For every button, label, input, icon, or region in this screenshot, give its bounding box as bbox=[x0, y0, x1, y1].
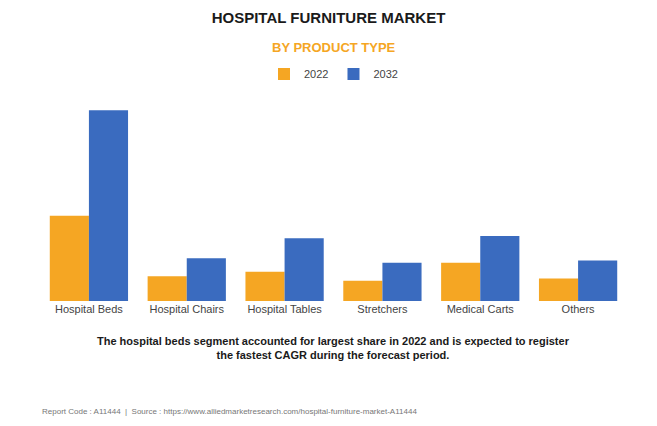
svg-text:Medical Carts: Medical Carts bbox=[447, 303, 515, 315]
svg-text:Report Code : A11444 | Sourc: Report Code : A11444 | Source : https://… bbox=[42, 407, 417, 416]
svg-text:The hospital beds segment acco: The hospital beds segment accounted for … bbox=[97, 335, 570, 361]
svg-text:Hospital Chairs: Hospital Chairs bbox=[149, 303, 224, 315]
svg-text:HOSPITAL FURNITURE MARKET: HOSPITAL FURNITURE MARKET bbox=[212, 9, 446, 26]
svg-text:Hospital Beds: Hospital Beds bbox=[55, 303, 123, 315]
svg-text:Stretchers: Stretchers bbox=[357, 303, 408, 315]
svg-text:2032: 2032 bbox=[373, 68, 397, 80]
svg-text:BY PRODUCT TYPE: BY PRODUCT TYPE bbox=[272, 40, 396, 55]
svg-text:Hospital Tables: Hospital Tables bbox=[247, 303, 322, 315]
svg-text:2022: 2022 bbox=[304, 68, 328, 80]
svg-text:Others: Others bbox=[562, 303, 596, 315]
